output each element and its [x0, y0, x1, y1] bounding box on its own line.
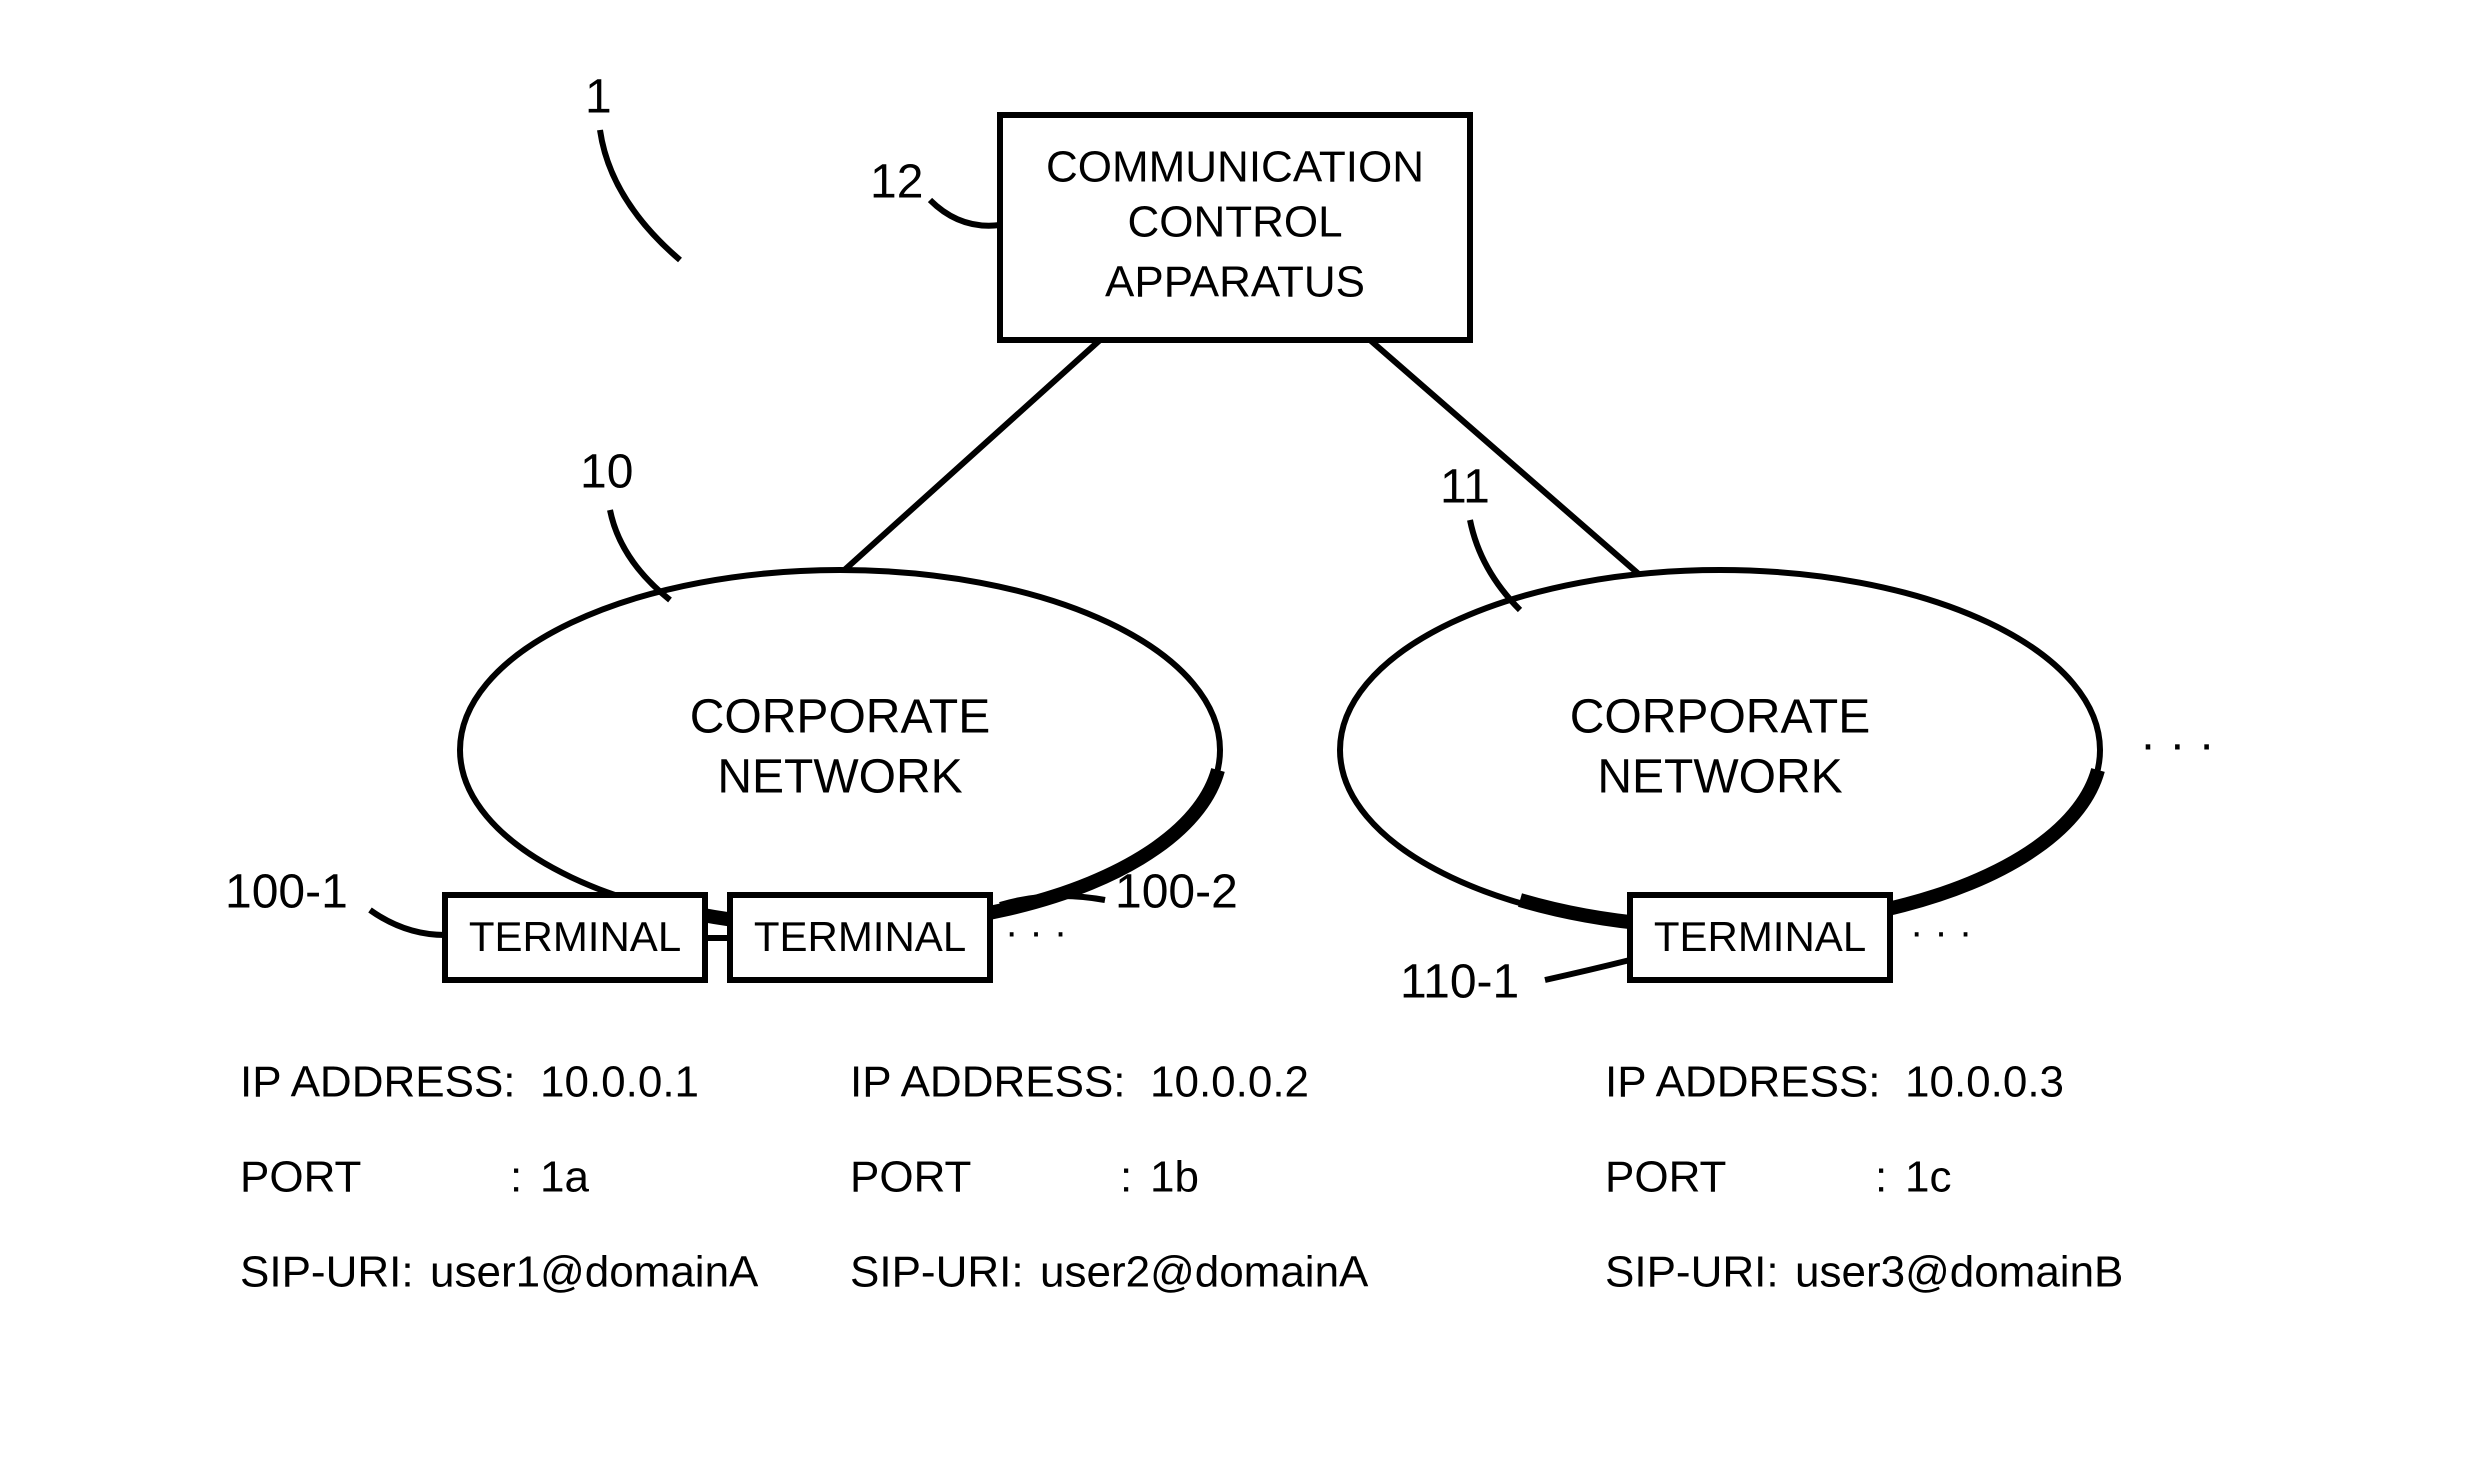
network-right-line1: CORPORATE: [1570, 691, 1870, 744]
ref-apparatus: 12: [870, 156, 923, 209]
info2-port-label: PORT: [850, 1153, 971, 1202]
info1-sip-label: SIP-URI:: [240, 1248, 414, 1297]
network-left-line2: NETWORK: [717, 751, 962, 804]
lead-line-terminal-3: [1545, 960, 1630, 980]
edge-apparatus-netright: [1370, 340, 1680, 610]
apparatus-line3: APPARATUS: [1105, 258, 1365, 307]
apparatus-line2: CONTROL: [1127, 198, 1342, 247]
ref-network-right: 11: [1440, 461, 1490, 514]
info1-ip-value: 10.0.0.1: [540, 1058, 699, 1107]
info3-port-label: PORT: [1605, 1153, 1726, 1202]
ref-terminal-2: 100-2: [1115, 866, 1238, 919]
ref-terminal-1: 100-1: [225, 866, 348, 919]
info2-port-colon: :: [1120, 1153, 1132, 1202]
info3-port-colon: :: [1875, 1153, 1887, 1202]
terminal-1-label: TERMINAL: [469, 913, 681, 960]
ref-overall: 1: [585, 71, 612, 124]
terminal-2-label: TERMINAL: [754, 913, 966, 960]
info2-ip-value: 10.0.0.2: [1150, 1058, 1309, 1107]
lead-line-terminal-1: [370, 910, 445, 935]
lead-line-overall: [600, 130, 680, 260]
info3-ip-value: 10.0.0.3: [1905, 1058, 2064, 1107]
info3-sip-label: SIP-URI:: [1605, 1248, 1779, 1297]
info3-ip-label: IP ADDRESS:: [1605, 1058, 1881, 1107]
network-right-line2: NETWORK: [1597, 751, 1842, 804]
info3-sip-value: user3@domainB: [1795, 1248, 2123, 1297]
info2-port-value: 1b: [1150, 1153, 1199, 1202]
ellipsis-terminal-2: · · ·: [1005, 910, 1067, 954]
apparatus-line1: COMMUNICATION: [1046, 143, 1424, 192]
info2-sip-label: SIP-URI:: [850, 1248, 1024, 1297]
terminal-3-label: TERMINAL: [1654, 913, 1866, 960]
network-diagram: 1 COMMUNICATION CONTROL APPARATUS 12 COR…: [0, 0, 2470, 1477]
info1-port-value: 1a: [540, 1153, 589, 1202]
lead-line-network-left: [610, 510, 670, 600]
info2-sip-value: user2@domainA: [1040, 1248, 1369, 1297]
ref-network-left: 10: [580, 446, 633, 499]
lead-line-apparatus: [930, 200, 1000, 226]
info1-port-label: PORT: [240, 1153, 361, 1202]
ellipsis-terminal-3: · · ·: [1910, 910, 1972, 954]
ref-terminal-3: 110-1: [1400, 956, 1519, 1009]
info1-ip-label: IP ADDRESS:: [240, 1058, 516, 1107]
info3-port-value: 1c: [1905, 1153, 1951, 1202]
info1-port-colon: :: [510, 1153, 522, 1202]
info2-ip-label: IP ADDRESS:: [850, 1058, 1126, 1107]
network-left-line1: CORPORATE: [690, 691, 990, 744]
info1-sip-value: user1@domainA: [430, 1248, 759, 1297]
ellipsis-right-cloud: · · ·: [2140, 718, 2215, 771]
